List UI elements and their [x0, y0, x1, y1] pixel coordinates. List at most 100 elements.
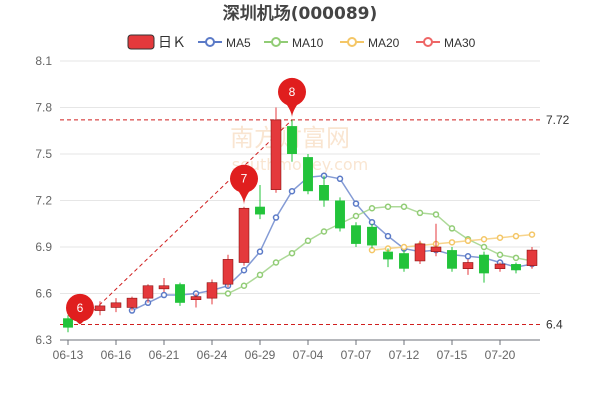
point-ma20 [464, 237, 472, 245]
candle-07-05 [319, 175, 329, 207]
candle-07-08 [367, 223, 377, 249]
candle-body [494, 263, 506, 269]
candle-body [222, 259, 234, 285]
candle-07-06 [335, 197, 345, 232]
candle-06-16 [110, 298, 122, 313]
legend-item-ma10[interactable]: MA10 [264, 36, 324, 50]
x-tick-label: 07-04 [293, 348, 324, 362]
candle-body [94, 305, 106, 311]
candle-06-30 [270, 107, 282, 193]
legend-label-k: 日Ｋ [158, 34, 186, 50]
candle-07-13 [414, 240, 426, 265]
point-ma20 [448, 239, 456, 246]
point-ma5 [256, 248, 264, 255]
point-ma5 [352, 200, 360, 207]
pin-head [66, 293, 94, 322]
point-ma10 [272, 259, 280, 266]
x-tick-label: 07-15 [437, 348, 468, 362]
candle-07-07 [351, 222, 361, 247]
point-ma20 [496, 234, 504, 241]
pin-label: 7 [241, 172, 248, 186]
point-ma5 [464, 253, 472, 260]
candle-body [526, 249, 538, 266]
point-ma10 [448, 225, 456, 232]
legend-label-ma30: MA30 [444, 36, 476, 50]
point-ma10 [512, 254, 520, 262]
candle-body [462, 262, 474, 269]
x-tick-label: 06-29 [245, 348, 276, 362]
candle-06-23 [190, 293, 202, 308]
candle-06-17 [126, 296, 138, 311]
candle-06-13 [63, 315, 73, 333]
y-axis: 6.3 6.6 6.9 7.2 7.5 7.8 8.1 [35, 54, 52, 347]
candle-06-21 [158, 278, 170, 292]
candle-body [383, 251, 393, 260]
candle-07-22 [526, 247, 538, 269]
legend-label-ma10: MA10 [292, 36, 324, 50]
candle-07-01 [287, 119, 297, 162]
pin-marker: 8 [278, 77, 306, 118]
point-ma5 [336, 175, 344, 183]
candle-body [238, 207, 250, 263]
candle-body [270, 119, 282, 190]
point-ma20 [528, 231, 536, 238]
pin-label: 6 [77, 301, 84, 315]
legend-item-k[interactable]: 日Ｋ [127, 34, 186, 50]
y-tick-label: 7.2 [35, 194, 52, 208]
reference-line-label: 6.4 [546, 318, 563, 332]
candle-06-15 [94, 301, 106, 316]
candle-body [255, 206, 265, 215]
candle-body [190, 296, 202, 301]
legend-item-ma20[interactable]: MA20 [340, 36, 400, 50]
legend-marker-ma10 [271, 37, 281, 47]
legend-marker-ma5 [205, 37, 215, 47]
legend-item-ma30[interactable]: MA30 [416, 36, 476, 50]
candle-06-29 [255, 185, 265, 220]
point-ma10 [400, 203, 408, 210]
y-tick-label: 6.3 [35, 333, 52, 347]
candle-07-20 [494, 262, 506, 272]
point-ma5 [384, 232, 392, 240]
candle-07-18 [462, 259, 474, 275]
candle-body [399, 253, 409, 269]
point-ma5 [272, 214, 280, 221]
trend-line [83, 119, 293, 321]
point-ma10 [416, 209, 424, 217]
candle-body [430, 246, 442, 252]
point-ma10 [352, 212, 360, 220]
candle-body [414, 243, 426, 262]
x-tick-label: 06-24 [197, 348, 228, 362]
line-ma5 [131, 174, 533, 312]
point-ma10 [320, 228, 328, 235]
candle-body [63, 318, 73, 328]
candle-body [126, 297, 138, 308]
candle-body [110, 302, 122, 308]
point-ma10 [496, 251, 504, 258]
pin-head [278, 77, 306, 106]
candle-07-14 [430, 223, 442, 257]
candle-07-15 [447, 247, 457, 272]
point-ma20 [480, 236, 488, 243]
candle-body [335, 200, 345, 229]
point-ma20 [400, 243, 408, 251]
point-ma10 [256, 271, 264, 279]
reference-line-label: 7.72 [546, 113, 570, 127]
x-axis: 06-13 06-16 06-21 06-24 06-29 07-04 07-07 07-12… [53, 340, 516, 362]
y-tick-label: 6.6 [35, 287, 52, 301]
point-ma10 [240, 282, 248, 289]
point-ma10 [368, 205, 376, 212]
legend-item-ma5[interactable]: MA5 [198, 36, 251, 50]
x-tick-label: 07-20 [485, 348, 516, 362]
legend-marker-ma20 [347, 37, 357, 47]
y-tick-label: 8.1 [35, 54, 52, 68]
candle-body [479, 254, 489, 274]
point-ma10 [288, 249, 296, 257]
x-tick-label: 06-16 [101, 348, 132, 362]
candle-07-19 [479, 251, 489, 283]
legend[interactable]: 日Ｋ MA5 MA10 MA20 MA30 [127, 34, 476, 50]
point-ma5 [288, 187, 296, 195]
y-tick-label: 6.9 [35, 240, 52, 254]
point-ma10 [224, 290, 232, 297]
candle-07-11 [383, 248, 393, 268]
y-tick-label: 7.5 [35, 147, 52, 161]
